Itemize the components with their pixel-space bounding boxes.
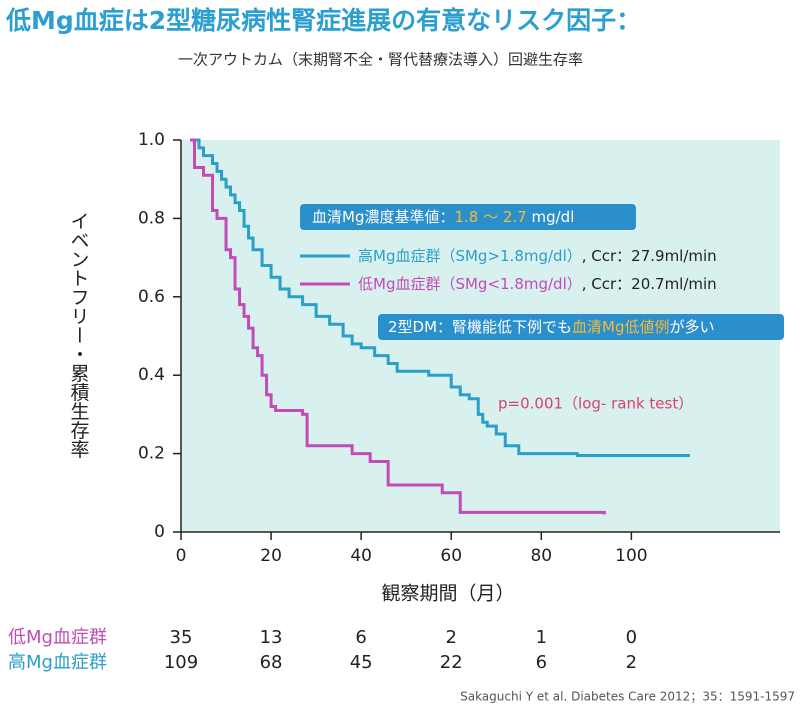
x-tick-label: 100 [615,546,647,566]
reference-text: 血清Mg濃度基準値：1.8 ～ 2.7 mg/dl [312,208,574,226]
x-tick-label: 80 [530,546,552,566]
legend-entry: 高Mg血症群（SMg>1.8mg/dl）, Ccr：27.9ml/min [358,247,717,265]
risk-count: 0 [626,627,637,648]
y-tick-label: 0.2 [138,444,165,464]
chart-title: 低Mg血症は2型糖尿病性腎症進展の有意なリスク因子： [5,6,641,35]
x-axis-label: 観察期間（月） [381,583,514,605]
x-tick-label: 40 [350,546,372,566]
risk-count: 2 [445,627,456,648]
risk-count: 35 [170,627,193,648]
survival-curve [190,138,690,458]
legend-entry: 低Mg血症群（SMg<1.8mg/dl）, Ccr：20.7ml/min [358,275,717,293]
note-part: 2型DM：腎機能低下例でも [388,318,572,336]
note-highlight: 血清Mg低値例 [572,318,669,336]
legend-note: , Ccr：27.9ml/min [582,247,717,265]
y-tick-label: 0.4 [138,365,165,385]
p-value: p=0.001（log- rank test） [498,395,693,413]
legend-name: 低Mg血症群（SMg<1.8mg/dl） [358,275,582,293]
citation: Sakaguchi Y et al. Diabetes Care 2012；35… [460,690,795,704]
risk-count: 1 [536,627,547,648]
y-tick-label: 0.8 [138,208,165,228]
risk-row-label: 高Mg血症群 [8,652,107,673]
plot-area: 0 0.2 0.4 0.6 0.8 1.0 0 20 40 60 80 100 [138,130,780,566]
reference-range: 1.8 ～ 2.7 [454,208,526,226]
legend-name: 高Mg血症群（SMg>1.8mg/dl） [358,247,582,265]
chart-subtitle: 一次アウトカム（末期腎不全・腎代替療法導入）回避生存率 [178,51,583,69]
x-tick-label: 60 [440,546,462,566]
risk-count: 13 [260,627,283,648]
risk-count: 2 [626,652,637,673]
risk-count: 6 [355,627,366,648]
y-tick-label: 0.6 [138,287,165,307]
reference-unit: mg/dl [527,208,575,226]
survival-curve [190,138,606,515]
risk-count: 45 [350,652,373,673]
reference-label: 血清Mg濃度基準値： [312,208,454,226]
reference-box [300,204,636,230]
risk-count: 68 [260,652,283,673]
note-box [378,314,784,340]
y-tick-label: 1.0 [138,130,165,150]
legend-note: , Ccr：20.7ml/min [582,275,717,293]
risk-count: 6 [536,652,547,673]
y-tick-label: 0 [154,522,165,542]
x-tick-label: 0 [176,546,187,566]
x-tick-label: 20 [260,546,282,566]
risk-row-label: 低Mg血症群 [8,627,107,648]
y-axis-label: イベントフリー・累積生存率 [68,212,90,459]
risk-count: 109 [164,652,198,673]
note-text: 2型DM：腎機能低下例でも血清Mg低値例が多い [388,318,715,336]
note-part: が多い [670,318,715,336]
risk-count: 22 [440,652,463,673]
